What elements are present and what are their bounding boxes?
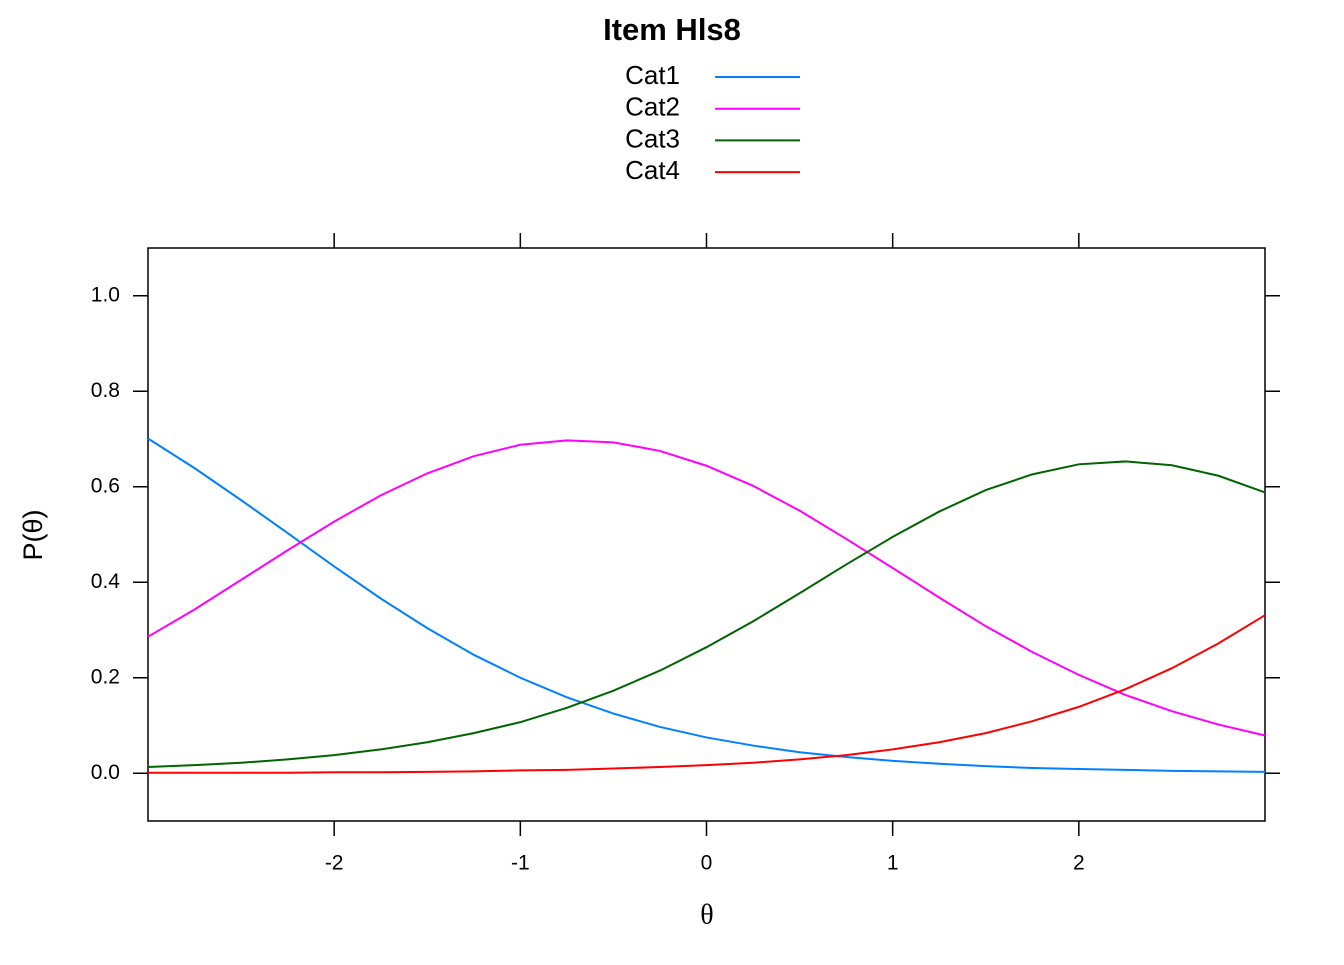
x-tick-label: 0 (701, 852, 713, 875)
series-line (147, 460, 1266, 769)
x-tick-label: 1 (887, 852, 899, 875)
x-tick-label: -1 (511, 852, 530, 875)
x-tick-label: 2 (1073, 852, 1085, 875)
y-tick-label: 0.6 (91, 474, 120, 497)
y-tick-label: 0.0 (91, 761, 120, 784)
legend-label: Cat4 (625, 155, 680, 185)
y-tick-label: 0.4 (91, 570, 121, 593)
plot-frame (147, 247, 1266, 822)
legend-label: Cat2 (625, 92, 680, 122)
legend-label: Cat3 (625, 123, 680, 153)
y-tick-label: 0.2 (91, 665, 120, 688)
y-tick-label: 1.0 (91, 283, 120, 306)
series-line (147, 437, 1266, 773)
x-axis-label: θ (700, 899, 713, 930)
y-tick-label: 0.8 (91, 379, 120, 402)
chart-title: Item Hls8 (603, 12, 741, 47)
series-line (148, 614, 1266, 774)
series-line (147, 439, 1266, 737)
legend-label: Cat1 (625, 60, 680, 90)
x-tick-label: -2 (325, 852, 344, 875)
y-axis-label: P(θ) (18, 509, 48, 560)
